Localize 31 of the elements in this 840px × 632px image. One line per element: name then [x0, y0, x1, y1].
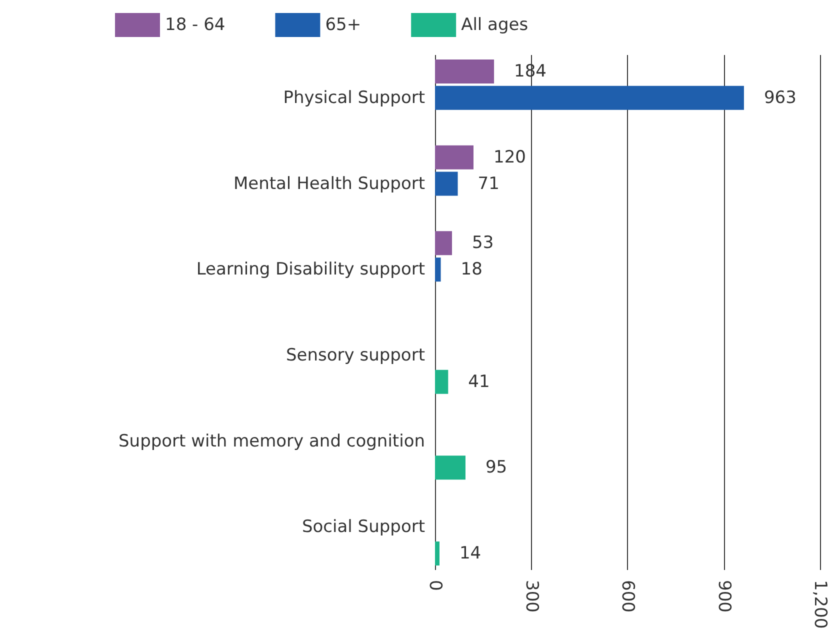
data-label: 53: [472, 233, 494, 254]
y-tick-label: Sensory support: [286, 345, 426, 366]
bar: [435, 60, 494, 84]
data-label: 963: [764, 88, 796, 108]
y-tick-label: Support with memory and cognition: [118, 431, 425, 452]
y-tick-label: Mental Health Support: [233, 174, 426, 194]
legend-label: 65+: [325, 15, 362, 35]
data-label: 41: [468, 372, 490, 392]
legend-label: 18 - 64: [165, 15, 226, 35]
bar: [435, 258, 441, 282]
bar: [435, 231, 452, 256]
bar: [435, 145, 474, 170]
y-tick-label: Physical Support: [283, 88, 426, 108]
data-label: 95: [485, 458, 508, 478]
bar: [435, 541, 440, 566]
data-label: 18: [460, 260, 482, 280]
x-tick-label: 300: [521, 580, 542, 612]
x-tick-label: 1,200: [810, 580, 830, 629]
bar: [435, 172, 458, 196]
data-label: 14: [459, 543, 482, 564]
legend-label: All ages: [461, 15, 528, 35]
x-tick-label: 600: [618, 580, 638, 612]
data-label: 120: [494, 147, 526, 168]
x-tick-label: 900: [714, 580, 734, 612]
bar: [435, 456, 466, 480]
data-label: 71: [478, 174, 500, 194]
x-tick-label: 0: [425, 580, 445, 591]
y-tick-label: Learning Disability support: [196, 260, 426, 280]
bar: [435, 86, 744, 110]
y-tick-label: Social Support: [302, 517, 426, 538]
bar: [435, 370, 448, 394]
